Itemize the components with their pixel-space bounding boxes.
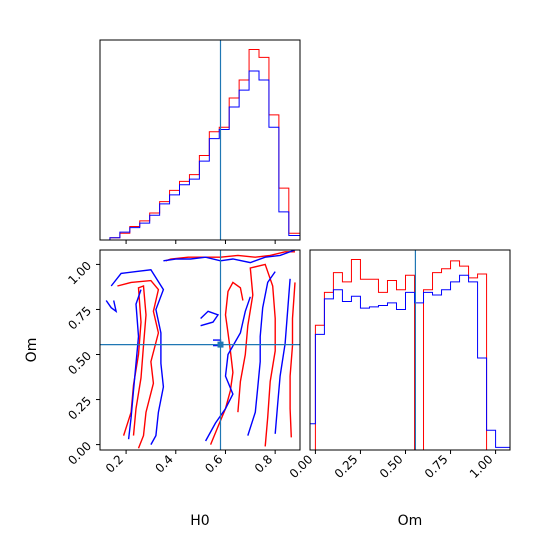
om-x-tick-label-2: 0.50 <box>377 452 406 481</box>
om-histogram-series-red <box>310 259 510 450</box>
h0-om-contour-panel: 0.2 0.4 0.6 0.8 0.00 0.25 0.50 0.75 1.00 H0 Om <box>24 249 301 529</box>
contour-run_b-3 <box>163 250 296 264</box>
contour-run_b-2 <box>127 289 142 440</box>
contour-run_b-5 <box>247 271 276 436</box>
contour-run_b-7 <box>200 310 220 327</box>
h0-tick-label-2: 0.6 <box>202 452 225 475</box>
h0-histogram-panel <box>99 39 301 244</box>
om-x-tick-label-3: 0.75 <box>422 452 451 481</box>
h0-histogram-series-red <box>100 49 300 240</box>
contour-run_a-2 <box>165 251 295 262</box>
contour-run_a-0 <box>117 279 160 449</box>
h0-om-contour-frame <box>99 249 301 451</box>
om-histogram-frame <box>309 249 511 451</box>
contour-run_b-1 <box>105 300 118 313</box>
om-x-tick-label-1: 0.25 <box>332 452 361 481</box>
om-y-tick-label-4: 1.00 <box>65 259 94 288</box>
om-histogram-series-blue <box>310 274 510 450</box>
h0-tick-label-0: 0.2 <box>103 452 126 475</box>
om-y-tick-label-1: 0.25 <box>65 394 94 423</box>
contour-run_b-0 <box>110 269 165 445</box>
h0-axis-label: H0 <box>190 513 209 529</box>
contour-run_b-6 <box>274 278 291 434</box>
om-y-tick-label-3: 0.75 <box>65 304 94 333</box>
om-x-tick-label-4: 1.00 <box>467 452 496 481</box>
truth-marker <box>217 341 224 348</box>
contour-run_b-4 <box>204 296 251 442</box>
h0-histogram-frame <box>99 39 301 241</box>
contour-run_a-1 <box>122 285 147 436</box>
contour-run_a-4 <box>237 263 276 447</box>
h0-tick-label-3: 0.8 <box>252 452 275 475</box>
om-x-tick-label-0: 0.00 <box>287 452 316 481</box>
om-histogram-panel: 0.00 0.25 0.50 0.75 1.00 Om <box>287 249 511 529</box>
h0-tick-label-1: 0.4 <box>152 452 175 475</box>
om-y-tick-label-2: 0.50 <box>65 349 94 378</box>
contour-run_a-3 <box>289 282 296 438</box>
om-hist-axis-label: Om <box>398 513 423 529</box>
om-axis-label: Om <box>24 338 40 363</box>
h0-histogram-series-blue <box>100 70 300 240</box>
om-y-tick-label-0: 0.00 <box>65 439 94 468</box>
